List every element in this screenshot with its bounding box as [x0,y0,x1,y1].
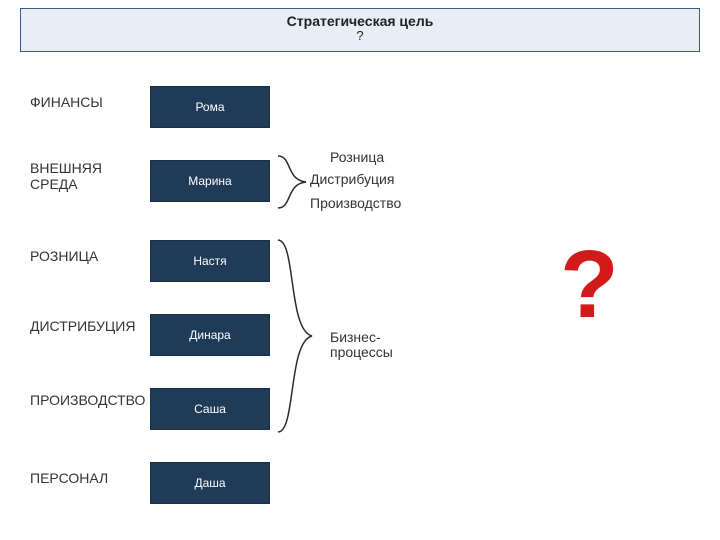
name-box-label: Динара [189,328,230,342]
row-label-external: ВНЕШНЯЯ СРЕДА [30,160,150,192]
top-group-item-retail: Розница [330,150,410,165]
row-label-personnel: ПЕРСОНАЛ [30,470,150,486]
name-box-label: Саша [194,402,226,416]
top-group-item-production: Производство [310,196,440,211]
row-label-finance: ФИНАНСЫ [30,94,150,110]
name-box-roma: Рома [150,86,270,128]
bottom-group-label: Бизнес-процессы [330,330,440,361]
name-box-label: Рома [195,100,224,114]
name-box-label: Марина [188,174,231,188]
row-label-retail: РОЗНИЦА [30,248,150,264]
name-box-sasha: Саша [150,388,270,430]
name-box-nastya: Настя [150,240,270,282]
name-box-label: Настя [193,254,226,268]
header-sub: ? [21,28,699,43]
row-label-distribution: ДИСТРИБУЦИЯ [30,318,150,334]
name-box-dinara: Динара [150,314,270,356]
header-title: Стратегическая цель [21,13,699,29]
diagram-stage: Стратегическая цель ? ФИНАНСЫ ВНЕШНЯЯ СР… [0,0,720,540]
brace-bottom [278,240,318,432]
name-box-marina: Марина [150,160,270,202]
row-label-production: ПРОИЗВОДСТВО [30,392,150,408]
big-question-mark: ? [560,230,619,340]
name-box-label: Даша [194,476,225,490]
header-bar: Стратегическая цель ? [20,8,700,52]
name-box-dasha: Даша [150,462,270,504]
top-group-item-distribution: Дистрибуция [310,172,430,187]
brace-top [278,156,312,208]
